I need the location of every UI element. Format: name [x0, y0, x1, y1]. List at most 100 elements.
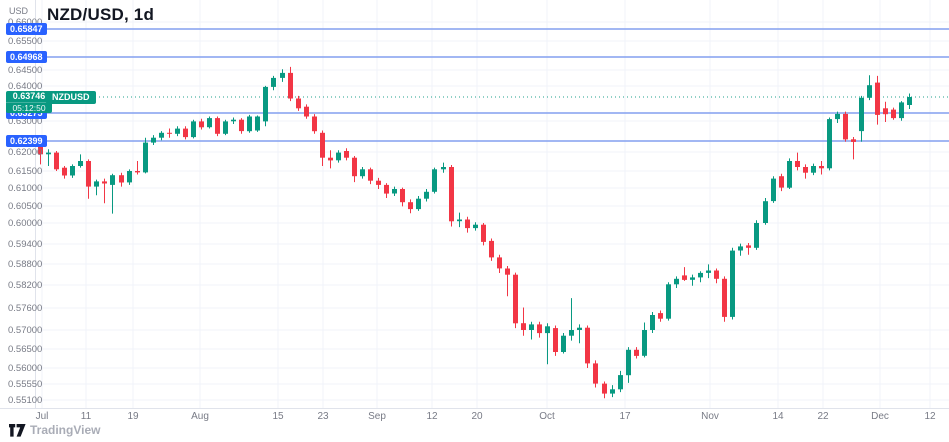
candle — [368, 169, 373, 181]
price-level-badge[interactable]: 0.64968 — [6, 51, 47, 63]
time-axis-label: 17 — [619, 411, 631, 422]
candle — [296, 98, 301, 109]
time-axis-label: 19 — [127, 411, 139, 422]
tradingview-logo-text: TradingView — [30, 423, 101, 437]
candle — [328, 157, 333, 161]
time-axis-label: Aug — [191, 411, 209, 422]
time-axis-label: Jul — [35, 411, 49, 422]
candle — [94, 181, 99, 187]
current-price-badge[interactable]: 0.63746 05:12:50 — [6, 91, 52, 113]
candle — [384, 184, 389, 194]
candle — [320, 132, 325, 158]
candle — [610, 389, 615, 394]
candle — [690, 277, 695, 280]
candle — [593, 363, 598, 384]
candle — [38, 141, 43, 155]
candle — [585, 327, 590, 364]
candle — [489, 240, 494, 258]
candle — [304, 106, 309, 117]
candle — [754, 223, 759, 248]
candle — [119, 175, 124, 183]
candle — [722, 278, 727, 317]
price-axis-label: 0.63000 — [8, 116, 43, 127]
candle — [199, 121, 204, 128]
price-axis-label: 0.65500 — [8, 36, 43, 47]
candle — [553, 328, 558, 352]
time-axis-label: 12 — [924, 411, 936, 422]
symbol-price-line-tag[interactable]: NZDUSD — [46, 91, 96, 104]
candle — [247, 116, 252, 132]
price-axis-label: 0.60500 — [8, 201, 43, 212]
candle — [336, 152, 341, 161]
price-axis-label: 0.64000 — [8, 81, 43, 92]
candle — [360, 169, 365, 177]
candle — [634, 349, 639, 356]
price-axis-label: 0.61000 — [8, 183, 43, 194]
time-axis-label: Sep — [368, 411, 386, 422]
candle — [875, 82, 880, 115]
time-axis-label: 15 — [272, 411, 284, 422]
candle — [46, 152, 51, 155]
price-axis-label: 0.60000 — [8, 218, 43, 229]
price-level-badge[interactable]: 0.65847 — [6, 23, 47, 35]
candle — [312, 116, 317, 132]
price-level-badge[interactable]: 0.62399 — [6, 135, 47, 147]
candle — [288, 72, 293, 99]
candle — [835, 113, 840, 120]
candle — [706, 270, 711, 273]
candle — [642, 330, 647, 356]
price-axis-label: 0.58800 — [8, 259, 43, 270]
price-axis-label: 0.66000 — [8, 17, 42, 28]
time-axis-label: 23 — [317, 411, 329, 422]
price-axis-label: 0.56500 — [8, 344, 43, 355]
candle — [449, 167, 454, 222]
candle — [151, 137, 156, 143]
candle — [867, 85, 872, 98]
symbol-title[interactable]: NZD/USD, 1d — [47, 5, 155, 24]
candle — [481, 224, 486, 242]
candle — [650, 315, 655, 330]
price-axis-currency-label: USD — [9, 6, 29, 16]
candle — [239, 119, 244, 132]
candle — [457, 219, 462, 222]
price-axis-label: 0.55550 — [8, 379, 43, 390]
candle — [827, 119, 832, 169]
candle — [658, 313, 663, 319]
candle — [376, 180, 381, 185]
candle — [819, 166, 824, 169]
candle — [183, 128, 188, 138]
candle — [505, 268, 510, 275]
candle — [175, 128, 180, 134]
price-axis-label: 0.59400 — [8, 239, 43, 250]
candle — [215, 118, 220, 134]
candle — [424, 191, 429, 199]
candle — [86, 161, 91, 187]
candle — [231, 119, 236, 122]
candle — [795, 161, 800, 167]
candle — [899, 102, 904, 119]
time-axis-label: Dec — [871, 411, 889, 422]
candle — [577, 327, 582, 330]
time-axis-label: 11 — [80, 411, 92, 422]
candle — [70, 166, 75, 176]
price-axis-label: 0.57000 — [8, 325, 43, 336]
candle — [666, 284, 671, 319]
price-axis-label: 0.58200 — [8, 280, 43, 291]
candle — [771, 178, 776, 202]
candle — [529, 324, 534, 330]
candle — [255, 116, 260, 131]
candle — [191, 121, 196, 138]
candle — [843, 113, 848, 140]
candle — [54, 152, 59, 170]
candle — [714, 270, 719, 279]
candle — [738, 246, 743, 251]
candle — [344, 151, 349, 158]
candle — [280, 72, 285, 78]
candle — [891, 109, 896, 119]
tradingview-logo[interactable]: TradingView — [9, 423, 100, 437]
candle — [223, 121, 228, 134]
price-axis-label: 0.62000 — [8, 147, 43, 158]
candle — [102, 181, 107, 184]
